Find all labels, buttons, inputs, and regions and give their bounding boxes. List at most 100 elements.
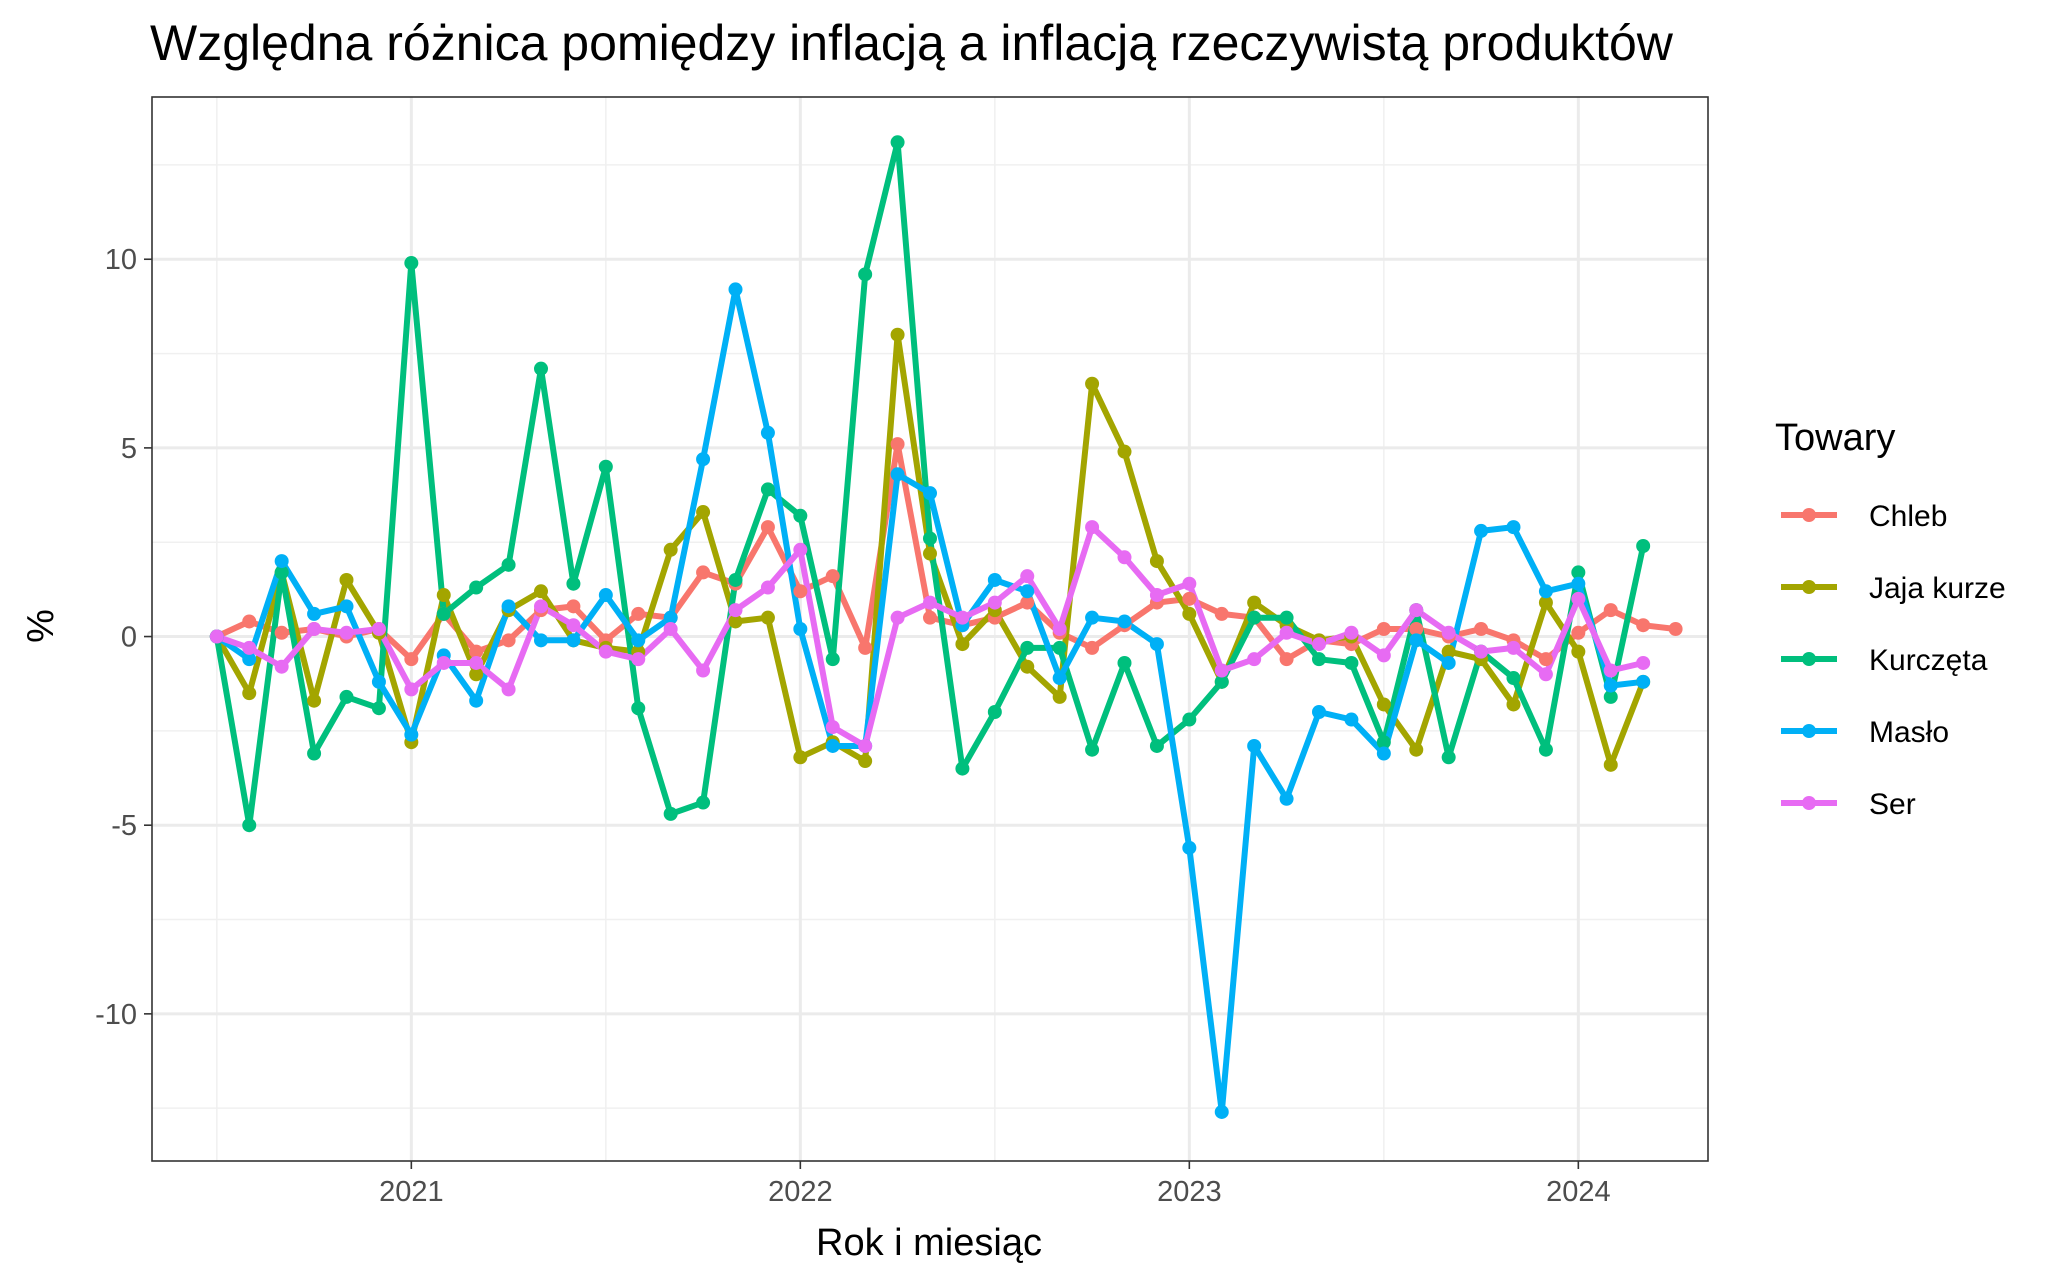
data-point-jaja-kurze xyxy=(1052,689,1067,704)
data-point-jaja-kurze xyxy=(1085,376,1100,391)
data-point-jaja-kurze xyxy=(890,327,905,342)
data-point-masło xyxy=(404,727,419,742)
data-point-jaja-kurze xyxy=(1441,644,1456,659)
data-point-chleb xyxy=(1182,591,1197,606)
data-point-kurczęta xyxy=(1312,652,1326,667)
data-point-chleb xyxy=(566,599,581,614)
legend-key-point-masło xyxy=(1802,724,1816,738)
data-point-ser xyxy=(1474,644,1489,659)
legend-label-kurczęta: Kurczęta xyxy=(1869,644,1988,677)
data-point-masło xyxy=(1636,674,1651,689)
data-point-jaja-kurze xyxy=(1020,659,1035,674)
data-point-kurczęta xyxy=(1279,610,1294,625)
data-point-kurczęta xyxy=(339,689,354,704)
data-point-chleb xyxy=(501,633,516,648)
data-point-kurczęta xyxy=(598,459,613,474)
y-tick-label: -5 xyxy=(111,810,137,842)
data-point-jaja-kurze xyxy=(696,505,711,520)
data-point-kurczęta xyxy=(1085,742,1100,757)
data-point-masło xyxy=(1538,584,1553,599)
data-point-masło xyxy=(566,633,581,648)
data-point-jaja-kurze xyxy=(307,693,322,708)
data-point-chleb xyxy=(1376,622,1391,636)
data-point-masło xyxy=(1441,655,1456,670)
data-point-ser xyxy=(1247,652,1262,667)
data-point-ser xyxy=(469,655,484,670)
data-point-masło xyxy=(1506,520,1521,535)
data-point-ser xyxy=(534,599,548,614)
data-point-masło xyxy=(242,652,257,667)
data-point-masło xyxy=(1149,637,1164,652)
data-point-masło xyxy=(631,633,646,648)
data-point-ser xyxy=(955,610,970,625)
data-point-kurczęta xyxy=(307,746,322,761)
data-point-kurczęta xyxy=(987,705,1002,720)
data-point-jaja-kurze xyxy=(339,572,354,587)
legend-key-point-ser xyxy=(1802,796,1816,810)
data-point-kurczęta xyxy=(1571,565,1586,580)
y-tick-label: 5 xyxy=(121,433,137,465)
data-point-chleb xyxy=(1214,606,1229,621)
data-point-kurczęta xyxy=(631,701,646,716)
data-point-kurczęta xyxy=(825,652,840,667)
data-point-kurczęta xyxy=(1149,738,1164,753)
data-point-ser xyxy=(209,629,224,644)
data-point-chleb xyxy=(1636,618,1651,633)
data-point-masło xyxy=(1117,614,1132,629)
data-point-masło xyxy=(371,674,386,689)
data-point-kurczęta xyxy=(566,576,581,591)
data-point-ser xyxy=(1149,588,1164,603)
legend-key-point-jaja-kurze xyxy=(1802,580,1816,594)
data-point-ser xyxy=(1636,655,1651,670)
data-point-kurczęta xyxy=(1182,712,1197,727)
data-point-ser xyxy=(890,610,905,625)
data-point-ser xyxy=(793,542,808,557)
data-point-masło xyxy=(469,693,484,708)
data-point-ser xyxy=(1052,622,1067,636)
data-point-masło xyxy=(760,425,775,440)
data-point-ser xyxy=(1571,591,1586,606)
data-point-masło xyxy=(1409,633,1424,648)
data-point-ser xyxy=(242,640,257,655)
data-point-ser xyxy=(1279,625,1294,640)
data-point-kurczęta xyxy=(501,557,516,572)
data-point-chleb xyxy=(274,625,289,640)
data-point-jaja-kurze xyxy=(242,686,257,701)
data-point-kurczęta xyxy=(696,795,711,810)
data-point-masło xyxy=(1571,576,1586,591)
data-point-chleb xyxy=(404,652,419,667)
data-point-ser xyxy=(1441,625,1456,640)
y-axis-title: % xyxy=(20,609,62,643)
data-point-chleb xyxy=(825,569,840,584)
data-point-ser xyxy=(760,580,775,595)
data-point-ser xyxy=(274,659,289,674)
data-point-kurczęta xyxy=(371,701,386,716)
data-point-chleb xyxy=(1603,603,1618,618)
legend-key-point-kurczęta xyxy=(1802,652,1816,666)
data-point-chleb xyxy=(1668,622,1683,636)
data-point-chleb xyxy=(696,565,711,580)
data-point-chleb xyxy=(242,614,257,629)
data-point-chleb xyxy=(631,606,646,621)
x-tick-label: 2024 xyxy=(1546,1176,1611,1208)
data-point-ser xyxy=(696,663,711,678)
series-points xyxy=(209,135,1683,1119)
data-point-masło xyxy=(728,282,743,297)
data-point-kurczęta xyxy=(274,565,289,580)
data-point-kurczęta xyxy=(760,482,775,497)
data-point-jaja-kurze xyxy=(1571,644,1586,659)
data-point-masło xyxy=(793,622,808,636)
data-point-ser xyxy=(404,682,419,697)
data-point-masło xyxy=(1214,1104,1229,1119)
data-point-kurczęta xyxy=(1376,735,1391,750)
plot-panel xyxy=(151,96,1709,1162)
data-point-kurczęta xyxy=(1636,538,1651,553)
data-point-ser xyxy=(307,622,322,636)
data-point-jaja-kurze xyxy=(1149,554,1164,569)
x-axis-title: Rok i miesiąc xyxy=(816,1222,1042,1264)
data-point-masło xyxy=(1279,791,1294,806)
data-point-kurczęta xyxy=(663,806,678,821)
data-point-kurczęta xyxy=(728,572,743,587)
data-point-ser xyxy=(371,622,386,636)
